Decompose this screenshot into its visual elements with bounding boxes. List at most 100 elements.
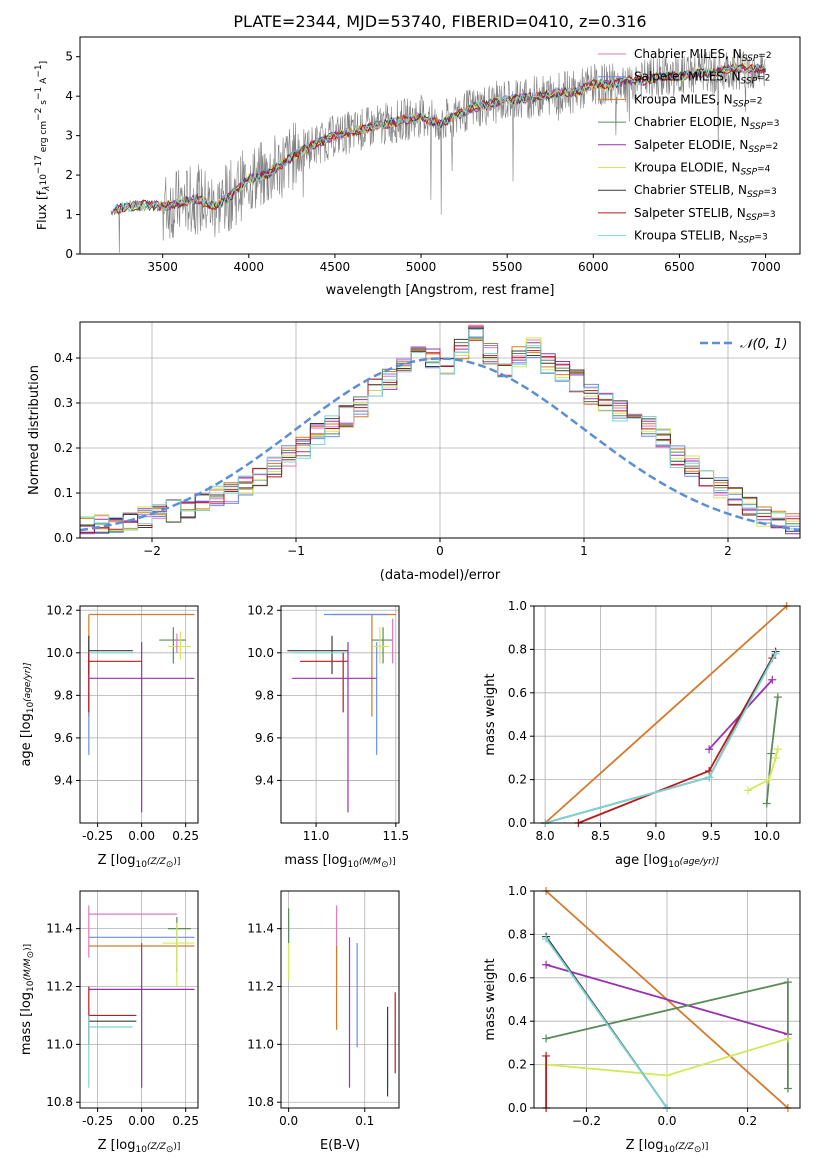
- y-tick-label: 11.2: [247, 979, 274, 993]
- legend-entry: Salpeter STELIB, NSSP=3: [634, 206, 776, 223]
- x-tick-label: 4000: [234, 260, 265, 274]
- label-part: ⊙: [166, 1145, 174, 1155]
- histogram-kroupa_stelib: [80, 329, 800, 531]
- label-part: =3: [754, 233, 767, 243]
- data-point: [773, 745, 782, 754]
- series-line: [545, 963, 789, 1036]
- label-part: ]: [39, 61, 49, 65]
- x-axis-label: Z [log10(Z/Z⊙)]: [98, 1138, 181, 1155]
- weight-vs-z-panel: −0.2 0.0 0.2 0.0 0.2 0.4 0.6 0.8 1.0 Z [log10(Z/Z…: [483, 884, 801, 1155]
- x-axis-label: E(B-V): [320, 1138, 360, 1153]
- label-part: SSP: [748, 145, 765, 155]
- label-part: (age/yr)]: [23, 662, 33, 702]
- label-part: )]: [23, 944, 33, 951]
- age-vs-z-panel: -0.25 0.00 0.259.49.69.810.010.2Z [log10(Z…: [19, 603, 199, 870]
- y-tick-label: 0.8: [508, 927, 527, 941]
- label-part: (Z/Z: [675, 1142, 695, 1152]
- label-part: SSP: [738, 236, 755, 246]
- axes-frame: [280, 890, 400, 1109]
- label-part: =3: [766, 119, 779, 129]
- data-point: [768, 675, 777, 684]
- y-axis-label: Flux [fλ10−17 erg cm−2 s−1 A−1]: [34, 61, 52, 230]
- y-tick-label: 0: [65, 247, 73, 261]
- y-tick-label: 5: [65, 50, 73, 64]
- data-point: [663, 1071, 671, 1080]
- x-tick-label: 0.1: [355, 1114, 374, 1128]
- y-tick-label: 9.8: [255, 688, 274, 702]
- mass-vs-ebv-panel: 0.0 0.1 10.8 11.0 11.2 11.4 E(B-V): [247, 890, 400, 1153]
- legend-entry: Kroupa STELIB, NSSP=3: [634, 229, 768, 246]
- x-tick-label: 8.5: [591, 829, 610, 843]
- x-tick-label: 4500: [320, 260, 351, 274]
- x-tick-label: 5500: [492, 260, 523, 274]
- y-tick-label: 0.0: [54, 531, 73, 545]
- legend-entry: Kroupa ELODIE, NSSP=4: [634, 161, 771, 178]
- series-line: [577, 657, 774, 824]
- histogram-salpeter_stelib: [80, 339, 800, 533]
- label-part: (M/M: [23, 958, 33, 980]
- data-point: [764, 775, 773, 784]
- label-part: 10: [664, 1145, 676, 1155]
- label-part: Salpeter ELODIE, N: [634, 138, 748, 152]
- y-tick-label: 11.4: [247, 922, 274, 936]
- x-tick-label: -0.25: [82, 1114, 113, 1128]
- label-part: 10: [26, 702, 36, 714]
- label-part: SSP: [747, 190, 764, 200]
- label-part: erg cm: [39, 121, 49, 155]
- y-tick-label: 0.3: [54, 396, 73, 410]
- label-part: 10: [668, 860, 680, 870]
- x-tick-label: −0.2: [572, 1114, 601, 1128]
- data-point: [542, 960, 551, 969]
- y-tick-label: 10.2: [247, 603, 274, 617]
- label-part: )]: [173, 1142, 180, 1152]
- y-tick-label: 0.4: [54, 351, 73, 365]
- model-curve-kroupa_stelib: [113, 64, 766, 212]
- figure-title: PLATE=2344, MJD=53740, FIBERID=0410, z=0…: [233, 12, 647, 31]
- data-point: [783, 1084, 792, 1093]
- y-tick-label: 11.2: [46, 979, 73, 993]
- x-tick-label: 0.00: [128, 1114, 155, 1128]
- label-part: Z [log: [98, 853, 136, 868]
- legend-entry: Salpeter MILES, NSSP=2: [634, 70, 770, 87]
- data-point: [773, 693, 782, 702]
- data-point: [705, 773, 714, 782]
- y-tick-label: 0.6: [508, 686, 527, 700]
- y-tick-label: 0.2: [54, 441, 73, 455]
- x-tick-label: 9.5: [702, 829, 721, 843]
- weight-vs-age-panel: 8.0 8.5 9.0 9.5 10.0 0.0 0.2 0.4 0.6 0.8 1.0 age [l…: [483, 599, 801, 870]
- label-part: SSP: [742, 54, 759, 64]
- y-tick-label: 11.4: [46, 922, 73, 936]
- label-part: s: [39, 100, 49, 108]
- x-axis-label: wavelength [Angstrom, rest frame]: [326, 283, 555, 298]
- y-axis-label: mass weight: [483, 673, 498, 755]
- label-part: ⊙: [166, 860, 174, 870]
- label-part: )]: [701, 1142, 708, 1152]
- x-tick-label: 6000: [578, 260, 609, 274]
- label-part: −1: [34, 64, 44, 77]
- label-part: λ: [42, 186, 52, 192]
- x-tick-label: 0: [436, 544, 444, 558]
- y-tick-label: 0.2: [508, 1058, 527, 1072]
- label-part: SSP: [741, 168, 758, 178]
- label-part: −17: [34, 155, 44, 174]
- label-part: Chabrier MILES, N: [634, 47, 742, 61]
- spectrum-panel: 3500 4000 4500 5000 5500 6000 6500 7000 0 1 2 3 4 5 wa…: [34, 36, 801, 298]
- label-part: mass [log: [284, 853, 347, 868]
- x-tick-label: −2: [143, 544, 161, 558]
- y-tick-label: 11.0: [46, 1037, 73, 1051]
- y-tick-label: 0.1: [54, 486, 73, 500]
- y-axis-label: mass [log10(M/M⊙)]: [19, 944, 36, 1055]
- y-tick-label: 9.4: [54, 773, 73, 787]
- label-part: SSP: [750, 122, 767, 132]
- label-part: Salpeter MILES, N: [634, 70, 741, 84]
- legend-entry: Kroupa MILES, NSSP=2: [634, 92, 762, 109]
- label-part: E(B-V): [320, 1138, 360, 1153]
- label-part: age [log: [19, 713, 34, 766]
- y-tick-label: 1.0: [508, 599, 527, 613]
- label-part: =2: [758, 51, 771, 61]
- y-axis-label: Normed distribution: [27, 365, 42, 495]
- label-part: 10: [26, 980, 36, 992]
- y-tick-label: 0.4: [508, 1014, 527, 1028]
